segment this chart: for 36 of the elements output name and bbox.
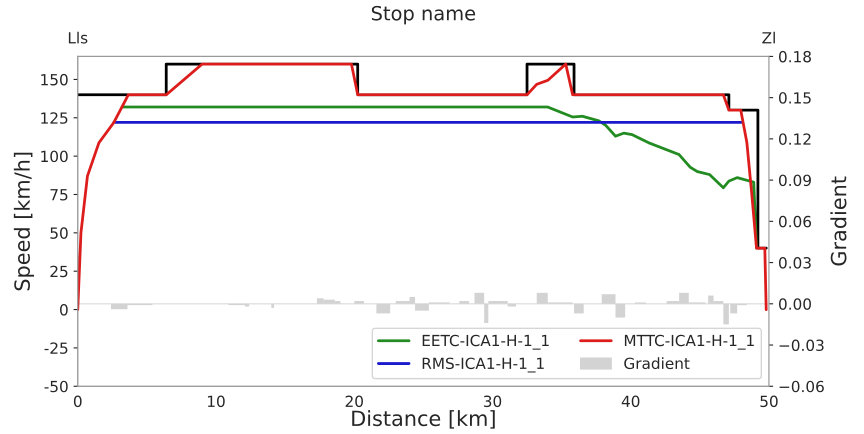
y-axis-title: Speed [km/h]: [14, 152, 34, 290]
x-tick-label: 20: [346, 396, 363, 408]
y2-tick-label: −0.06: [780, 380, 824, 392]
y2-tick-label: 0.03: [778, 257, 811, 269]
text: Zl: [762, 32, 775, 44]
y2-tick-label: 0.15: [778, 92, 811, 104]
text: Lls: [68, 32, 88, 44]
y-tick-label: 150: [41, 74, 68, 86]
y-tick-label: 125: [41, 112, 68, 124]
line-series: [78, 62, 768, 311]
x-tick-label: 30: [484, 396, 502, 408]
legend-label: EETC-ICA1-H-1_1: [422, 334, 549, 350]
x-tick-label: 50: [760, 396, 778, 408]
legend-label: RMS-ICA1-H-1_1: [422, 358, 544, 373]
y2-tick-label: 0.12: [778, 133, 810, 145]
y-tick-label: 25: [50, 266, 68, 278]
y2-axis-title: Gradient: [830, 176, 846, 266]
line-series: [120, 106, 758, 250]
legend-label: Gradient: [624, 357, 690, 370]
y-tick-label: -50: [44, 380, 68, 392]
x-tick-label: 40: [622, 396, 640, 408]
x-tick-label: 10: [208, 396, 225, 408]
x-axis-title: Distance [km]: [352, 410, 495, 429]
y-tick-label: 0: [60, 304, 68, 316]
y2-tick-label: 0.00: [778, 298, 811, 310]
legend-label: MTTC-ICA1-H-1_1: [624, 334, 754, 350]
y2-tick-label: 0.18: [778, 50, 811, 62]
y-tick-label: 75: [50, 189, 68, 201]
chart-title: Stop name: [372, 6, 476, 24]
x-tick-label: 0: [74, 396, 82, 408]
y-tick-label: -25: [44, 342, 68, 354]
y2-tick-label: 0.06: [778, 216, 812, 228]
y2-tick-label: 0.09: [778, 174, 811, 186]
y-tick-label: 50: [50, 227, 68, 239]
y2-tick-label: −0.03: [780, 339, 824, 352]
y-tick-label: 100: [41, 150, 68, 162]
